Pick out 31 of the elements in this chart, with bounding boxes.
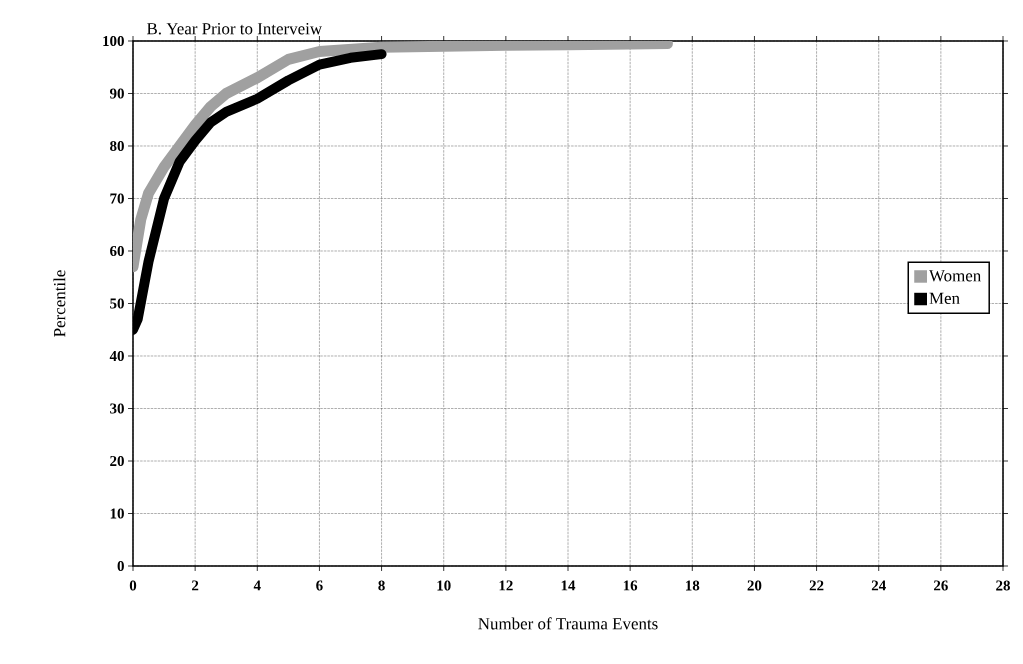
y-tick-label: 20 (110, 455, 124, 467)
x-tick-label: 14 (561, 580, 576, 591)
y-tick-label: 30 (110, 403, 124, 414)
y-tick-label: 40 (109, 350, 124, 362)
legend-label: Men (929, 292, 960, 304)
y-tick-label: 90 (109, 88, 124, 99)
y-tick-label: 60 (110, 245, 124, 257)
y-tick-label: 80 (110, 140, 124, 152)
x-axis-title: Number of Trauma Events (478, 617, 658, 630)
x-tick-label: 8 (378, 580, 385, 591)
x-tick-label: 28 (996, 580, 1010, 591)
x-tick-label: 12 (499, 580, 513, 591)
x-tick-label: 4 (253, 580, 261, 591)
y-tick-label: 0 (117, 560, 124, 572)
x-tick-label: 20 (747, 580, 762, 591)
y-tick-label: 10 (110, 508, 124, 519)
y-tick-label: 100 (103, 35, 124, 47)
legend-label: Women (929, 270, 981, 282)
x-tick-label: 16 (623, 580, 638, 591)
x-tick-label: 2 (192, 580, 199, 591)
y-axis-title: Percentile (53, 270, 66, 337)
x-tick-label: 26 (934, 580, 948, 591)
chart-title: B. Year Prior to Interveiw (146, 23, 323, 35)
x-tick-label: 10 (437, 580, 451, 591)
x-tick-label: 18 (686, 580, 700, 591)
x-tick-label: 22 (809, 580, 824, 591)
x-tick-label: 6 (316, 580, 323, 591)
y-tick-label: 50 (110, 298, 124, 309)
y-tick-label: 70 (110, 193, 124, 204)
x-tick-label: 0 (129, 580, 137, 591)
x-tick-label: 24 (871, 580, 886, 591)
